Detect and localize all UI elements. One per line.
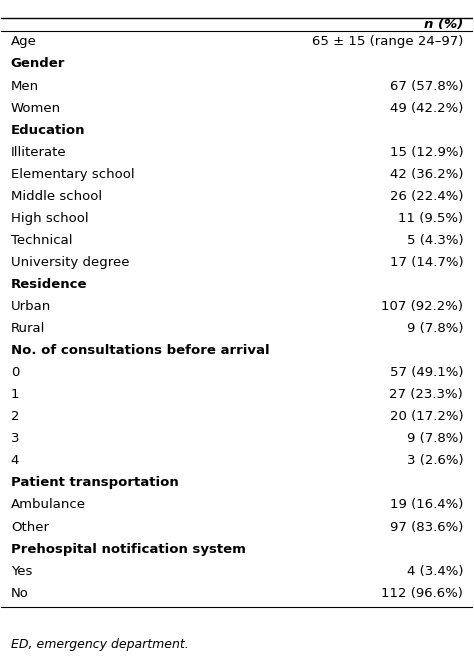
Text: 97 (83.6%): 97 (83.6%) — [390, 520, 463, 534]
Text: Technical: Technical — [11, 234, 73, 247]
Text: University degree: University degree — [11, 256, 129, 269]
Text: High school: High school — [11, 212, 89, 225]
Text: 3: 3 — [11, 432, 19, 445]
Text: 57 (49.1%): 57 (49.1%) — [390, 366, 463, 379]
Text: Prehospital notification system: Prehospital notification system — [11, 543, 246, 555]
Text: Age: Age — [11, 36, 36, 49]
Text: 42 (36.2%): 42 (36.2%) — [390, 168, 463, 181]
Text: 0: 0 — [11, 366, 19, 379]
Text: Patient transportation: Patient transportation — [11, 476, 179, 490]
Text: 107 (92.2%): 107 (92.2%) — [381, 300, 463, 313]
Text: 3 (2.6%): 3 (2.6%) — [407, 455, 463, 467]
Text: 4: 4 — [11, 455, 19, 467]
Text: Other: Other — [11, 520, 49, 534]
Text: Illiterate: Illiterate — [11, 145, 66, 159]
Text: Yes: Yes — [11, 565, 32, 578]
Text: 20 (17.2%): 20 (17.2%) — [390, 410, 463, 423]
Text: 4 (3.4%): 4 (3.4%) — [407, 565, 463, 578]
Text: 9 (7.8%): 9 (7.8%) — [407, 432, 463, 445]
Text: 1: 1 — [11, 388, 19, 401]
Text: Urban: Urban — [11, 300, 51, 313]
Text: 9 (7.8%): 9 (7.8%) — [407, 322, 463, 335]
Text: Rural: Rural — [11, 322, 45, 335]
Text: No: No — [11, 587, 29, 599]
Text: 15 (12.9%): 15 (12.9%) — [390, 145, 463, 159]
Text: No. of consultations before arrival: No. of consultations before arrival — [11, 344, 269, 357]
Text: ED, emergency department.: ED, emergency department. — [11, 638, 189, 651]
Text: Middle school: Middle school — [11, 190, 102, 203]
Text: Residence: Residence — [11, 278, 87, 291]
Text: 19 (16.4%): 19 (16.4%) — [390, 499, 463, 511]
Text: 5 (4.3%): 5 (4.3%) — [407, 234, 463, 247]
Text: 26 (22.4%): 26 (22.4%) — [390, 190, 463, 203]
Text: Gender: Gender — [11, 57, 65, 70]
Text: 67 (57.8%): 67 (57.8%) — [390, 80, 463, 93]
Text: n (%): n (%) — [424, 18, 463, 31]
Text: Ambulance: Ambulance — [11, 499, 86, 511]
Text: 65 ± 15 (range 24–97): 65 ± 15 (range 24–97) — [312, 36, 463, 49]
Text: Men: Men — [11, 80, 39, 93]
Text: Women: Women — [11, 101, 61, 114]
Text: 27 (23.3%): 27 (23.3%) — [390, 388, 463, 401]
Text: 49 (42.2%): 49 (42.2%) — [390, 101, 463, 114]
Text: 11 (9.5%): 11 (9.5%) — [398, 212, 463, 225]
Text: Education: Education — [11, 124, 85, 137]
Text: 112 (96.6%): 112 (96.6%) — [381, 587, 463, 599]
Text: 17 (14.7%): 17 (14.7%) — [390, 256, 463, 269]
Text: Elementary school: Elementary school — [11, 168, 135, 181]
Text: 2: 2 — [11, 410, 19, 423]
